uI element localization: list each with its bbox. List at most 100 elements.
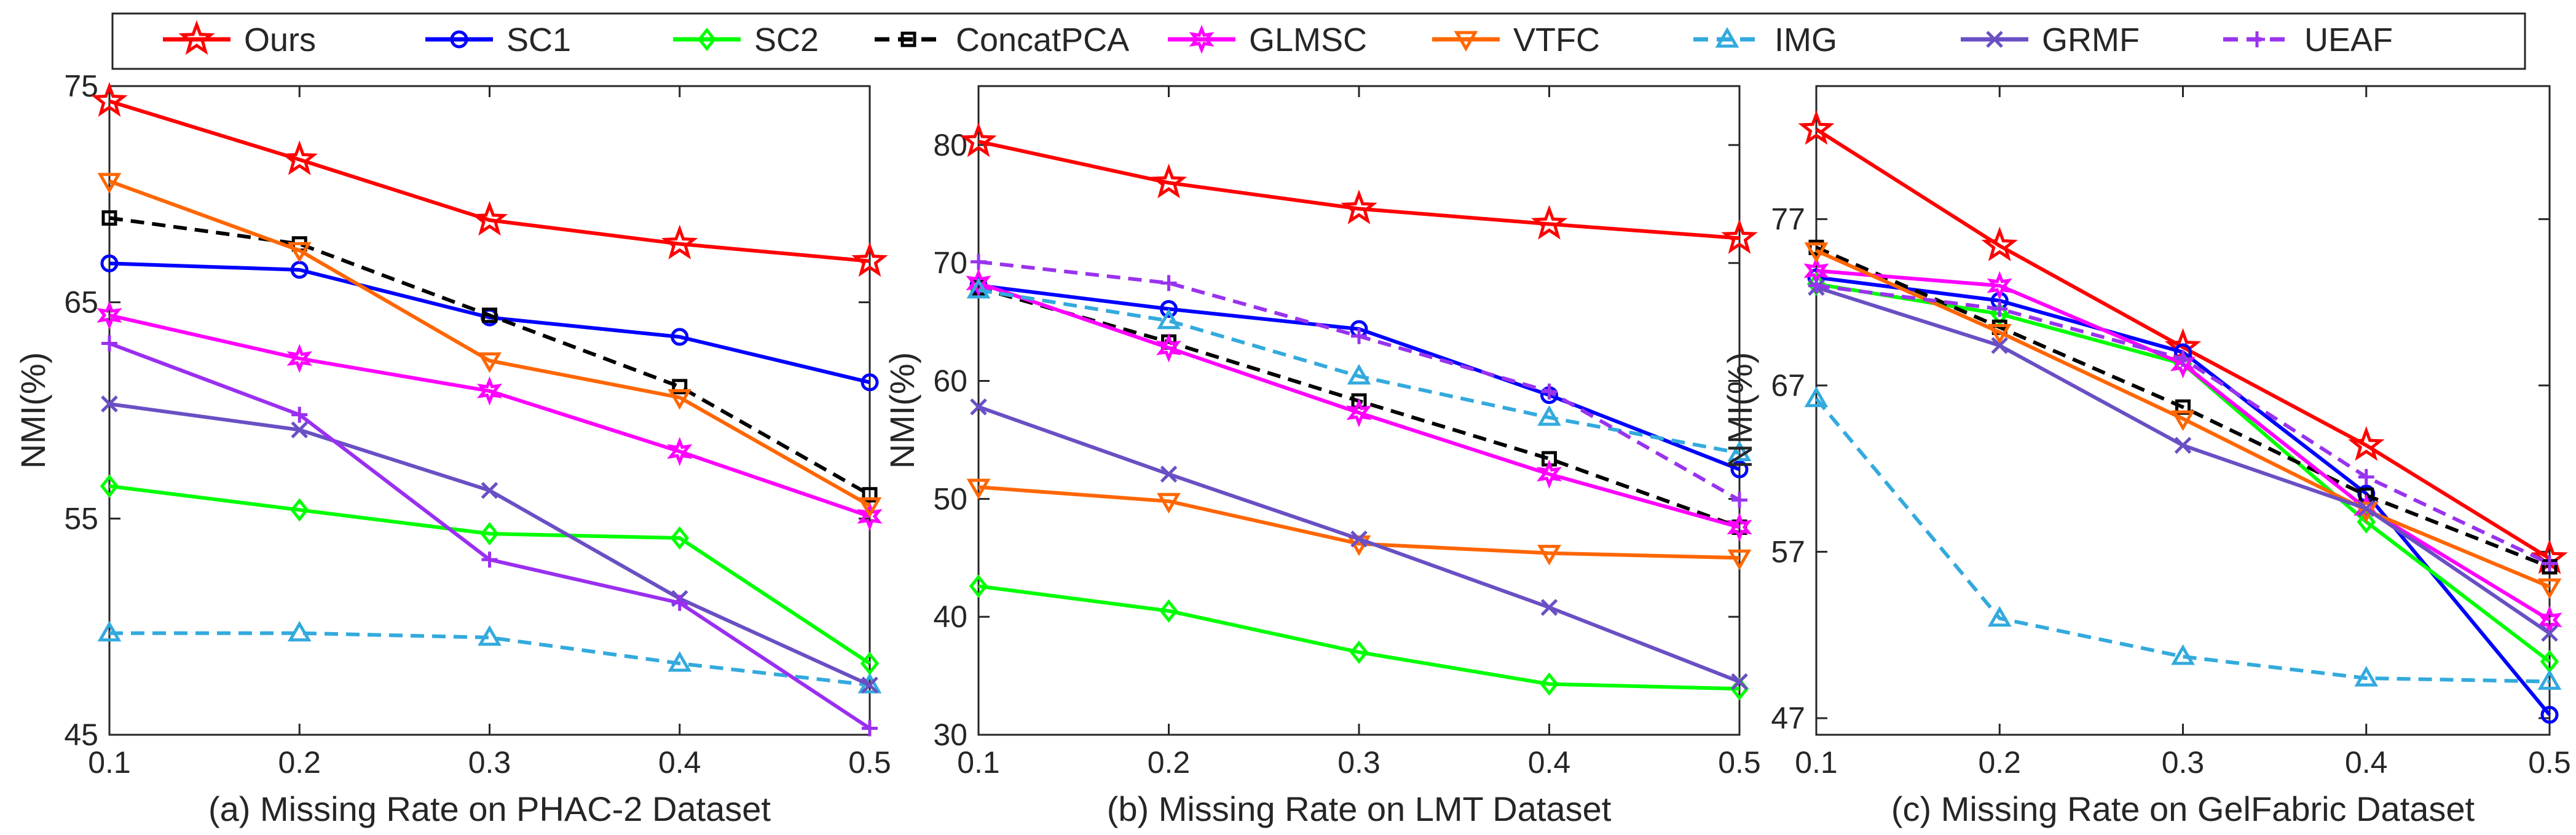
legend-item-sc1: SC1 xyxy=(425,22,571,58)
chart-panel-1: 45 55 65 75 0.1 0.2 0.3 0.4 0.5 NMI(%) (a) Missing… xyxy=(14,69,891,828)
data-point-ours xyxy=(1798,110,1835,145)
data-point-sc2 xyxy=(100,474,119,498)
data-point-img xyxy=(2537,669,2562,690)
data-point-sc1 xyxy=(100,254,119,272)
x-tick-label: 0.2 xyxy=(1148,745,1191,780)
data-point-sc2 xyxy=(1540,672,1559,696)
y-tick-label: 70 xyxy=(933,246,967,280)
data-point-concatpca xyxy=(862,487,878,503)
data-point-grmf xyxy=(2357,500,2375,517)
series-line xyxy=(978,140,1740,240)
data-point-concatpca xyxy=(672,379,688,395)
series-line xyxy=(978,288,1740,455)
legend-marker-circle xyxy=(450,30,468,49)
series-line xyxy=(109,261,870,384)
data-point-ueaf xyxy=(2358,469,2374,485)
data-point-grmf xyxy=(861,676,878,694)
data-point-ours xyxy=(1530,205,1568,240)
legend-item-glmsc: GLMSC xyxy=(1168,22,1367,58)
data-point-ours xyxy=(1981,226,2018,261)
legend: Ours SC1 SC2 ConcatPCA GLMSC VTFC IMG GRMF UEAF xyxy=(111,12,2526,70)
legend-marker-star xyxy=(178,20,215,55)
data-point-glmsc xyxy=(857,502,883,531)
data-point-vtfc xyxy=(1157,493,1181,514)
series-glmsc xyxy=(97,301,883,531)
series-ueaf xyxy=(1808,277,2558,572)
x-tick-label: 0.5 xyxy=(1718,745,1761,780)
y-tick-label: 45 xyxy=(64,718,98,752)
data-point-grmf xyxy=(2174,437,2192,454)
data-point-glmsc xyxy=(1346,398,1372,428)
legend-item-sc2: SC2 xyxy=(673,22,819,58)
data-point-ours xyxy=(91,82,128,117)
x-tick-label: 0.3 xyxy=(468,745,511,780)
series-line xyxy=(109,484,871,665)
legend-item-concatpca: ConcatPCA xyxy=(875,22,1129,58)
data-point-img xyxy=(966,277,991,299)
series-line xyxy=(1814,397,2550,684)
data-point-vtfc xyxy=(2171,410,2195,432)
data-point-concatpca xyxy=(101,210,117,226)
data-point-glmsc xyxy=(1727,512,1752,542)
data-point-vtfc xyxy=(1537,545,1561,566)
y-tick-label: 57 xyxy=(1771,534,1805,569)
data-point-img xyxy=(1537,405,1561,426)
x-tick-label: 0.5 xyxy=(2528,745,2571,780)
data-point-vtfc xyxy=(1987,323,2012,345)
data-point-sc2 xyxy=(1159,599,1178,623)
legend-label: SC2 xyxy=(754,22,819,58)
data-point-ueaf xyxy=(1160,275,1177,291)
data-point-vtfc xyxy=(668,389,692,410)
data-point-grmf xyxy=(291,421,309,438)
data-point-vtfc xyxy=(1804,242,1829,263)
data-point-ueaf xyxy=(1731,492,1747,509)
data-point-extra xyxy=(671,595,688,611)
x-tick-label: 0.3 xyxy=(2162,745,2205,780)
series-line xyxy=(109,313,870,518)
y-tick-label: 40 xyxy=(933,600,967,634)
x-axis-label: (a) Missing Rate on PHAC-2 Dataset xyxy=(208,789,771,828)
data-point-vtfc xyxy=(97,173,122,194)
data-point-sc2 xyxy=(1349,640,1369,664)
data-point-sc2 xyxy=(860,651,880,675)
data-point-ueaf xyxy=(971,253,987,270)
data-point-glmsc xyxy=(2170,349,2196,379)
y-axis-label: NMI(%) xyxy=(14,352,52,469)
data-point-sc1 xyxy=(1730,460,1749,478)
data-point-glmsc xyxy=(97,301,122,330)
y-tick-label: 65 xyxy=(64,285,98,320)
series-line xyxy=(108,179,871,507)
data-point-sc2 xyxy=(1990,302,2009,326)
data-point-vtfc xyxy=(966,478,991,500)
series-grmf xyxy=(970,398,1748,691)
x-tick-label: 0.2 xyxy=(278,745,321,780)
series-line xyxy=(109,99,870,263)
data-point-ueaf xyxy=(1351,328,1367,344)
data-point-vtfc xyxy=(1727,549,1752,571)
data-point-grmf xyxy=(1540,599,1558,616)
data-point-ours xyxy=(1150,164,1188,199)
data-point-ueaf xyxy=(1808,277,1824,294)
data-point-glmsc xyxy=(2537,605,2562,635)
data-point-img xyxy=(478,625,502,646)
legend-label: ConcatPCA xyxy=(956,22,1129,58)
legend-item-img: IMG xyxy=(1693,22,1837,58)
series-line xyxy=(1815,249,2551,588)
series-grmf xyxy=(1808,279,2558,642)
data-point-ours xyxy=(281,140,318,175)
legend-item-ours: Ours xyxy=(163,20,316,58)
series-img xyxy=(1804,386,2562,690)
legend-marker-square xyxy=(900,31,916,47)
data-point-grmf xyxy=(1350,530,1368,548)
data-point-glmsc xyxy=(966,268,991,298)
series-ours xyxy=(960,122,1758,254)
x-axis-label: (c) Missing Rate on GelFabric Dataset xyxy=(1891,789,2475,828)
y-axis-label: NMI(%) xyxy=(1720,352,1759,469)
series-grmf xyxy=(101,395,878,694)
x-tick-label: 0.1 xyxy=(957,745,1000,780)
series-line xyxy=(109,216,871,497)
legend-item-grmf: GRMF xyxy=(1961,22,2140,58)
data-point-extra xyxy=(291,406,308,423)
data-point-grmf xyxy=(970,398,987,416)
